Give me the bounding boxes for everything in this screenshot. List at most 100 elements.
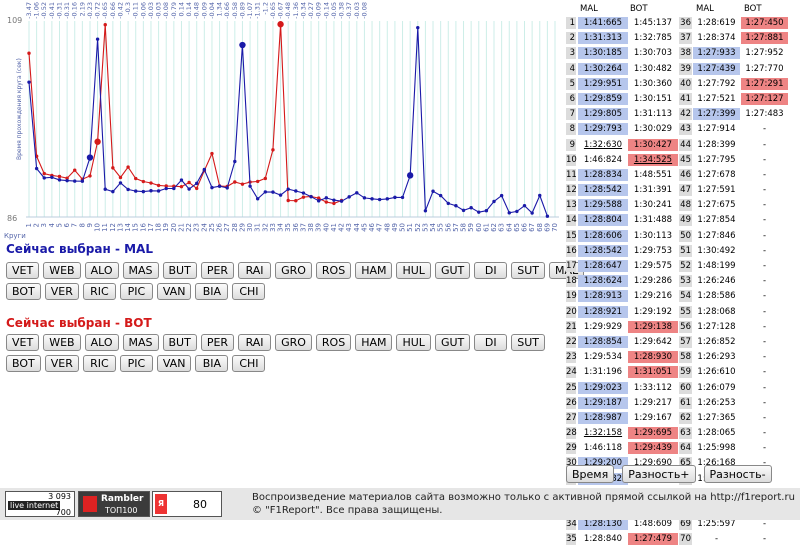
- x-tick-label: 23: [193, 223, 201, 232]
- lap-number-left: 13: [566, 199, 577, 212]
- bot-mas-button[interactable]: MAS: [122, 334, 159, 351]
- bot-web-button[interactable]: WEB: [43, 334, 81, 351]
- bot-but-button[interactable]: BUT: [162, 334, 197, 351]
- bot-series-point: [65, 176, 69, 180]
- diff-plus-button[interactable]: Разность+: [622, 465, 696, 483]
- mal-series-point: [316, 199, 321, 203]
- mal-web-button[interactable]: WEB: [43, 262, 81, 279]
- mal-sut-button[interactable]: SUT: [511, 262, 545, 279]
- bot-ros-button[interactable]: ROS: [315, 334, 352, 351]
- bot-time-right: -: [762, 185, 767, 196]
- table-row: 15 1:28:606 1:30:113 50 1:27:846 -: [566, 229, 800, 244]
- bot-bia-button[interactable]: BIA: [195, 355, 229, 372]
- yandex-counter[interactable]: Я 80: [152, 491, 222, 517]
- mal-series-point: [255, 197, 260, 201]
- mal-ham-button[interactable]: HAM: [355, 262, 393, 279]
- time-mode-button[interactable]: Время: [566, 465, 615, 483]
- bot-ver-button[interactable]: VER: [44, 355, 79, 372]
- lap-number-right: 36: [679, 17, 692, 29]
- bot-di-button[interactable]: DI: [474, 334, 508, 351]
- mal-rai-button[interactable]: RAI: [238, 262, 272, 279]
- mal-vet-button[interactable]: VET: [6, 262, 40, 279]
- mal-series-point: [27, 80, 31, 84]
- bot-vet-button[interactable]: VET: [6, 334, 40, 351]
- bot-time-left: 1:30:360: [633, 78, 673, 89]
- mal-series-point: [118, 181, 123, 185]
- table-row: 29 1:46:118 1:29:439 64 1:25:998 -: [566, 441, 800, 456]
- mal-but-button[interactable]: BUT: [162, 262, 197, 279]
- lap-number-left: 19: [566, 290, 577, 303]
- lap-number-right: 50: [679, 229, 692, 242]
- mal-gro-button[interactable]: GRO: [275, 262, 312, 279]
- bot-ric-button[interactable]: RIC: [82, 355, 116, 372]
- lap-number-right: 53: [679, 275, 692, 288]
- gap-label: -3.47: [25, 2, 33, 19]
- mal-pic-button[interactable]: PIC: [119, 283, 153, 300]
- table-row: 5 1:29:951 1:30:360 40 1:27:792 1:27:291: [566, 77, 800, 92]
- mal-time-left: 1:46:118: [583, 443, 623, 454]
- rambler-top100-badge[interactable]: Rambler ТОП100: [78, 491, 150, 517]
- table-row: 26 1:29:187 1:29:217 61 1:26:253 -: [566, 396, 800, 411]
- bot-gro-button[interactable]: GRO: [275, 334, 312, 351]
- x-tick-label: 9: [86, 223, 94, 227]
- liveinternet-counter[interactable]: 3 093 live internet 700: [5, 491, 75, 517]
- mal-van-button[interactable]: VAN: [156, 283, 192, 300]
- mal-gut-button[interactable]: GUT: [434, 262, 471, 279]
- bot-pic-button[interactable]: PIC: [119, 355, 153, 372]
- mal-time-right: 1:48:199: [697, 261, 736, 271]
- x-tick-label: 19: [162, 223, 170, 232]
- mal-series-point: [332, 198, 336, 202]
- gap-label: -1.06: [33, 2, 41, 19]
- mal-chi-button[interactable]: CHI: [232, 283, 266, 300]
- mal-time-right: 1:27:795: [697, 154, 736, 165]
- mal-mas-button[interactable]: MAS: [122, 262, 159, 279]
- mal-time-left: 1:29:859: [578, 92, 628, 105]
- lap-number-right: 70: [679, 533, 692, 546]
- mal-series-point: [164, 186, 168, 191]
- mal-time-right: 1:28:065: [697, 428, 736, 439]
- gap-label: -0.04: [208, 2, 216, 19]
- mal-bia-button[interactable]: BIA: [195, 283, 229, 300]
- bot-time-left: 1:28:930: [628, 351, 678, 364]
- bot-series-point: [324, 200, 329, 204]
- gap-label: -0.08: [162, 2, 170, 19]
- mal-per-button[interactable]: PER: [200, 262, 235, 279]
- mal-time-left: 1:28:834: [578, 168, 628, 181]
- x-tick-label: 65: [513, 223, 521, 232]
- lap-number-left: 29: [566, 442, 577, 455]
- diff-minus-button[interactable]: Разность-: [703, 465, 772, 483]
- bot-time-left: 1:31:051: [628, 366, 678, 379]
- bot-time-right: -: [762, 230, 767, 241]
- bot-hul-button[interactable]: HUL: [396, 334, 431, 351]
- mal-alo-button[interactable]: ALO: [84, 262, 119, 279]
- bot-sut-button[interactable]: SUT: [511, 334, 545, 351]
- bot-per-button[interactable]: PER: [200, 334, 235, 351]
- bot-gut-button[interactable]: GUT: [434, 334, 471, 351]
- mal-ric-button[interactable]: RIC: [82, 283, 116, 300]
- mal-series-point: [477, 210, 481, 214]
- bot-van-button[interactable]: VAN: [156, 355, 192, 372]
- mal-time-left: 1:28:624: [578, 275, 628, 288]
- table-row: 16 1:28:542 1:29:753 51 1:30:492 -: [566, 244, 800, 259]
- x-tick-label: 59: [467, 223, 475, 232]
- mal-bot-button[interactable]: BOT: [6, 283, 41, 300]
- mal-ros-button[interactable]: ROS: [315, 262, 352, 279]
- bot-time-right: -: [762, 428, 767, 439]
- bot-alo-button[interactable]: ALO: [84, 334, 119, 351]
- mal-time-left: 1:28:542: [578, 184, 628, 197]
- table-row: 12 1:28:542 1:31:391 47 1:27:591 -: [566, 183, 800, 198]
- mal-series-point: [103, 187, 107, 191]
- mal-hul-button[interactable]: HUL: [396, 262, 431, 279]
- bot-chi-button[interactable]: CHI: [232, 355, 266, 372]
- bot-ham-button[interactable]: HAM: [355, 334, 393, 351]
- table-row: 19 1:28:913 1:29:216 54 1:28:586 -: [566, 289, 800, 304]
- mal-di-button[interactable]: DI: [474, 262, 508, 279]
- mal-time-right: 1:26:246: [697, 276, 736, 287]
- bot-rai-button[interactable]: RAI: [238, 334, 272, 351]
- lap-number-left: 10: [566, 153, 577, 166]
- bot-time-left: 1:31:488: [633, 215, 673, 226]
- mal-time-right: 1:27:591: [697, 185, 736, 196]
- bot-bot-button[interactable]: BOT: [6, 355, 41, 372]
- bot-series-point: [126, 165, 130, 169]
- mal-ver-button[interactable]: VER: [44, 283, 79, 300]
